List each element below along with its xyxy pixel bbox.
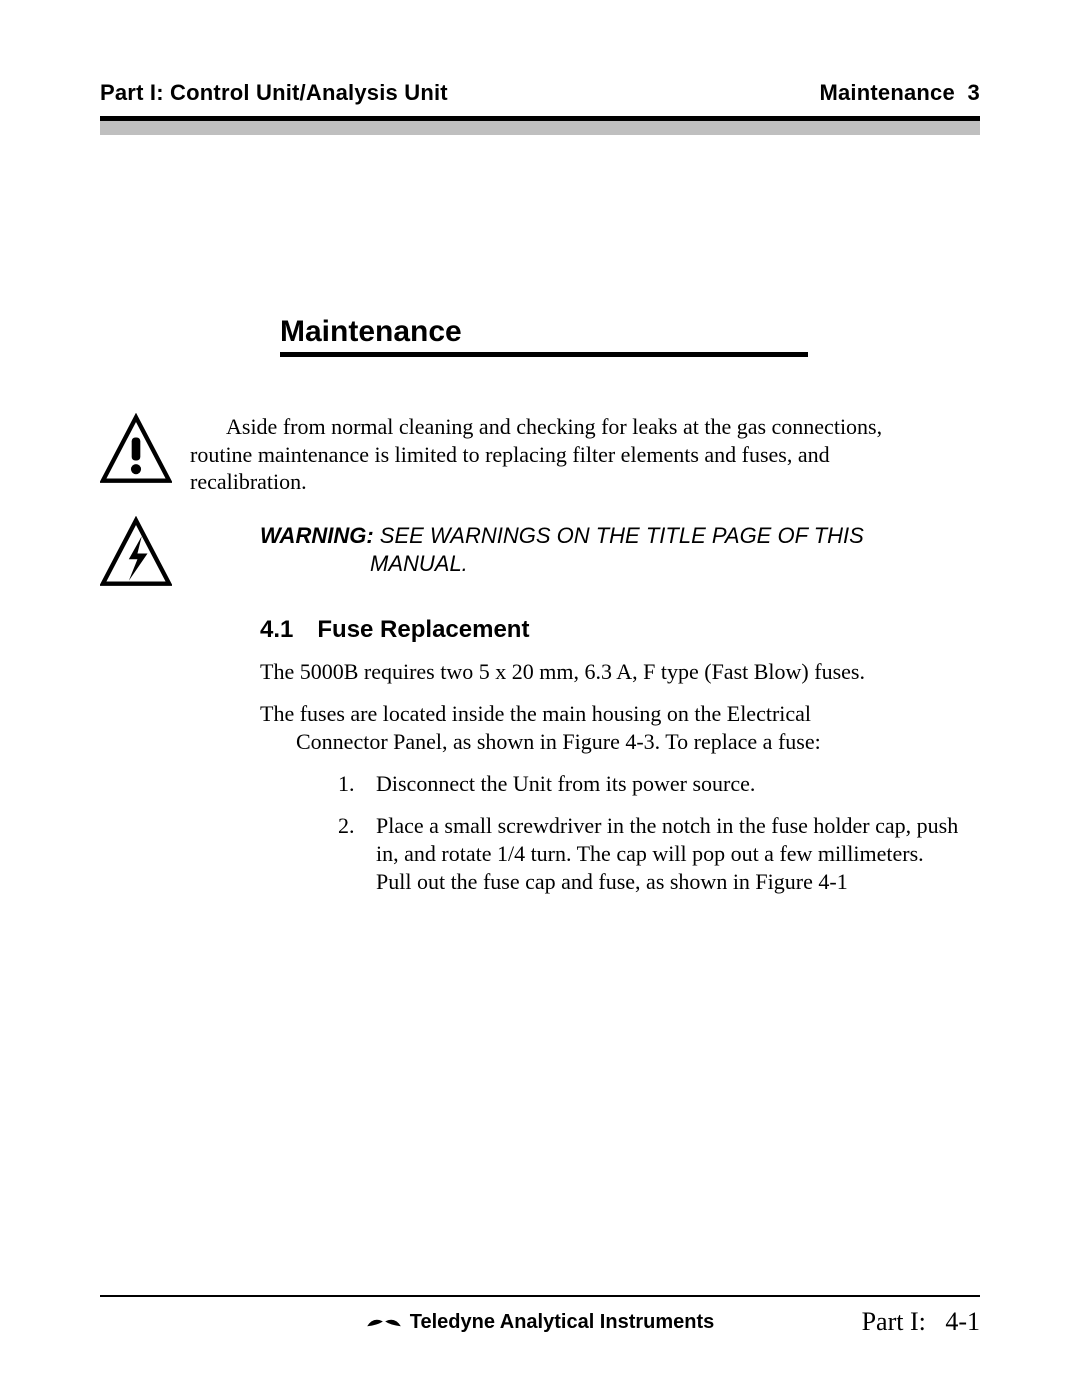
footer-row: Teledyne Analytical Instruments Part I: … xyxy=(100,1307,980,1337)
intro-text: Aside from normal cleaning and checking … xyxy=(190,413,882,496)
page-header: Part I: Control Unit/Analysis Unit Maint… xyxy=(100,80,980,106)
chapter-rule xyxy=(280,352,808,357)
section-title: Fuse Replacement xyxy=(317,616,529,643)
section-p2a: The fuses are located inside the main ho… xyxy=(260,701,811,726)
intro-line3: recalibration. xyxy=(190,469,307,494)
section-number: 4.1 xyxy=(260,616,293,644)
list-item: 2. Place a small screwdriver in the notc… xyxy=(338,812,960,896)
step-number: 1. xyxy=(338,770,362,798)
step-number: 2. xyxy=(338,812,362,896)
header-left: Part I: Control Unit/Analysis Unit xyxy=(100,80,448,106)
caution-icon xyxy=(100,413,172,485)
header-rule-grey xyxy=(100,121,980,135)
step-text: Disconnect the Unit from its power sourc… xyxy=(376,770,960,798)
page-footer: Teledyne Analytical Instruments Part I: … xyxy=(100,1295,980,1337)
footer-brand-text: Teledyne Analytical Instruments xyxy=(410,1311,715,1334)
section-heading: 4.1 Fuse Replacement xyxy=(260,616,980,644)
page: Part I: Control Unit/Analysis Unit Maint… xyxy=(0,0,1080,1397)
header-right: Maintenance 3 xyxy=(819,80,980,106)
section-p2b: Connector Panel, as shown in Figure 4-3.… xyxy=(260,728,821,756)
shock-icon xyxy=(100,516,172,588)
warning-rest2: MANUAL. xyxy=(260,550,468,579)
intro-paragraph-row: Aside from normal cleaning and checking … xyxy=(100,413,980,496)
section-p2: The fuses are located inside the main ho… xyxy=(260,700,960,756)
list-item: 1. Disconnect the Unit from its power so… xyxy=(338,770,960,798)
warning-lead: WARNING: xyxy=(260,523,374,548)
intro-line2: routine maintenance is limited to replac… xyxy=(190,442,830,467)
chapter-heading-block: Maintenance xyxy=(280,315,808,357)
chapter-title: Maintenance xyxy=(280,315,808,352)
teledyne-logo-icon xyxy=(366,1313,402,1331)
footer-rule xyxy=(100,1295,980,1297)
footer-brand: Teledyne Analytical Instruments xyxy=(100,1311,980,1334)
intro-line1: Aside from normal cleaning and checking … xyxy=(190,413,882,441)
warning-row: WARNING: SEE WARNINGS ON THE TITLE PAGE … xyxy=(100,516,980,588)
ordered-steps: 1. Disconnect the Unit from its power so… xyxy=(338,770,960,897)
step-text: Place a small screwdriver in the notch i… xyxy=(376,812,960,896)
warning-rest1: SEE WARNINGS ON THE TITLE PAGE OF THIS xyxy=(374,523,864,548)
warning-text: WARNING: SEE WARNINGS ON THE TITLE PAGE … xyxy=(190,516,864,579)
section-p1: The 5000B requires two 5 x 20 mm, 6.3 A,… xyxy=(260,658,960,686)
section-body: The 5000B requires two 5 x 20 mm, 6.3 A,… xyxy=(260,658,960,897)
